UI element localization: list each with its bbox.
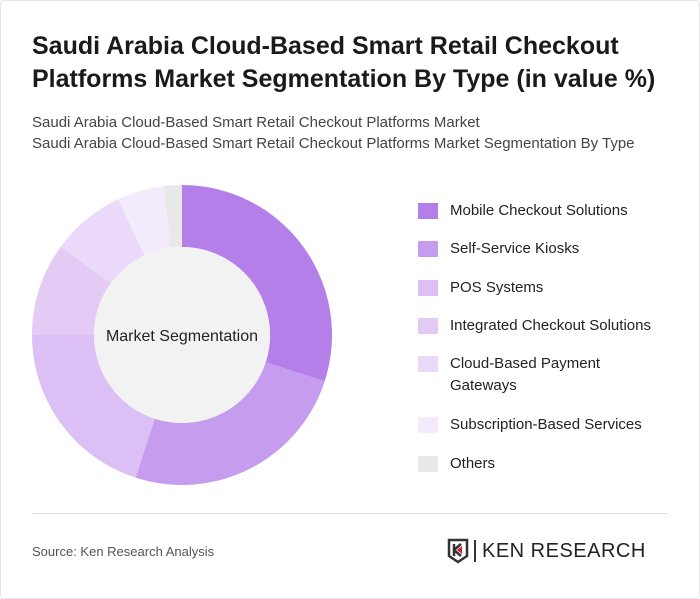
legend-swatch xyxy=(418,456,438,472)
logo-separator xyxy=(474,540,476,562)
logo-icon xyxy=(447,538,469,564)
legend-item: Subscription-Based Services xyxy=(418,414,642,436)
slice-cloud-based-payment-gateways xyxy=(60,199,145,284)
legend-item: POS Systems xyxy=(418,277,543,299)
subtitle-1: Saudi Arabia Cloud-Based Smart Retail Ch… xyxy=(32,114,480,131)
divider xyxy=(32,513,668,514)
legend-swatch xyxy=(418,356,438,372)
legend-swatch xyxy=(418,318,438,334)
legend-swatch xyxy=(418,280,438,296)
legend-item: Others xyxy=(418,453,495,475)
legend-item: Self-Service Kiosks xyxy=(418,238,579,260)
slice-mobile-checkout-solutions xyxy=(182,185,332,382)
donut-chart: Market Segmentation xyxy=(32,185,332,486)
slice-pos-systems xyxy=(32,335,155,478)
legend-swatch xyxy=(418,417,438,433)
slice-subscription-based-services xyxy=(118,186,171,256)
legend-label: Subscription-Based Services xyxy=(450,416,642,433)
subtitle-2: Saudi Arabia Cloud-Based Smart Retail Ch… xyxy=(32,135,635,152)
slice-integrated-checkout-solutions xyxy=(32,246,111,335)
legend-label: Cloud-Based Payment Gateways xyxy=(450,355,601,394)
legend-swatch xyxy=(418,241,438,257)
slice-others xyxy=(163,185,182,248)
legend-item: Cloud-Based Payment Gateways xyxy=(418,353,630,397)
legend-item: Mobile Checkout Solutions xyxy=(418,200,628,222)
source-note: Source: Ken Research Analysis xyxy=(32,544,215,559)
legend-swatch xyxy=(418,203,438,219)
legend-item: Integrated Checkout Solutions xyxy=(418,315,651,337)
legend-label: POS Systems xyxy=(450,279,544,296)
chart-title: Saudi Arabia Cloud-Based Smart Retail Ch… xyxy=(32,32,656,93)
legend-label: Self-Service Kiosks xyxy=(450,240,580,257)
legend-label: Integrated Checkout Solutions xyxy=(450,317,651,334)
center-label: Market Segmentation xyxy=(106,328,258,345)
legend-label: Others xyxy=(450,455,496,472)
slice-self-service-kiosks xyxy=(135,362,325,486)
logo-text: KEN RESEARCH xyxy=(482,539,646,562)
ken-research-logo: KEN RESEARCH xyxy=(447,538,646,564)
donut-center xyxy=(94,247,270,423)
legend-label: Mobile Checkout Solutions xyxy=(450,202,628,219)
